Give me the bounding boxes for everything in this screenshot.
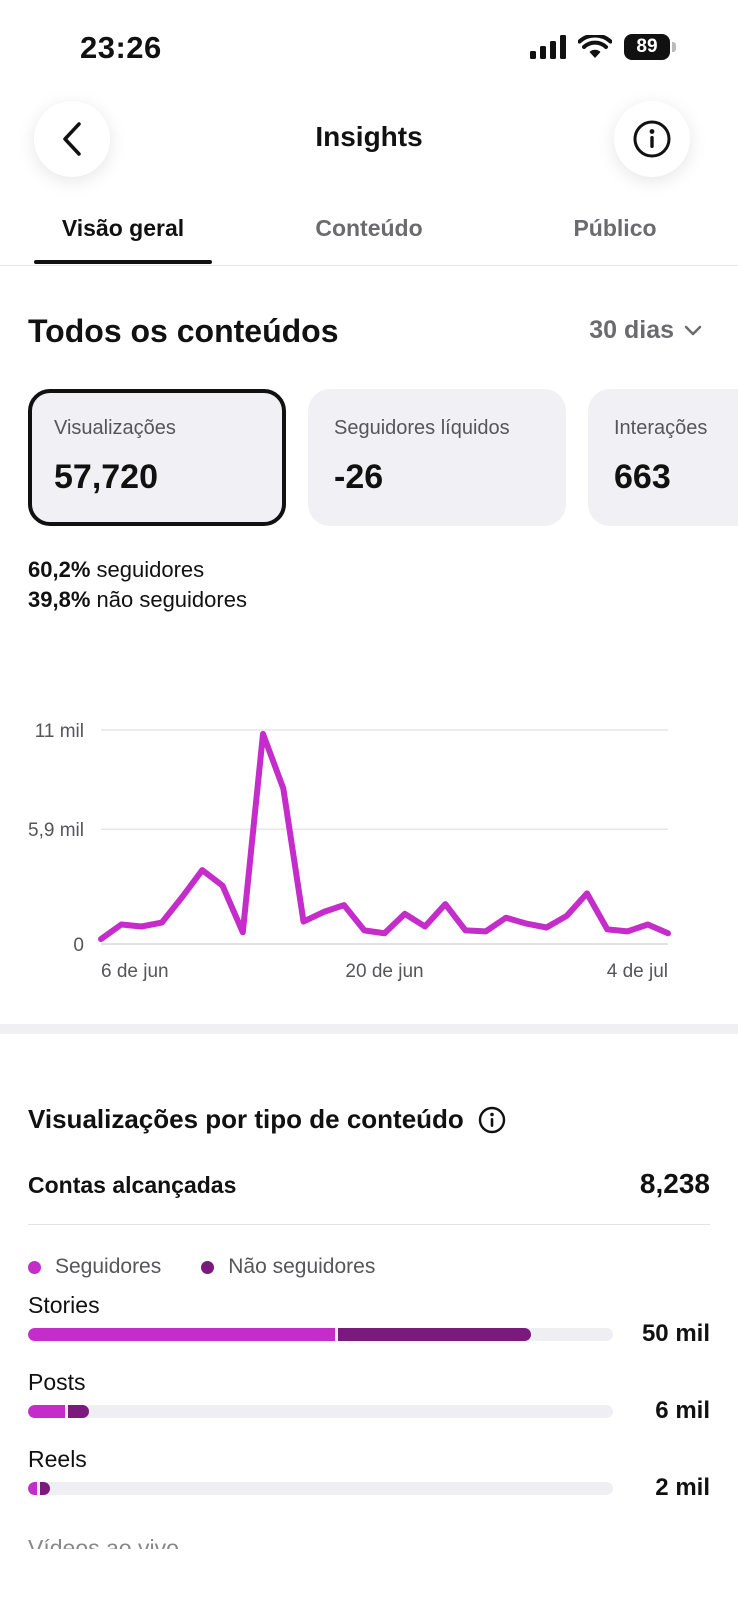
metric-card-interactions[interactable]: Interações 663 — [588, 389, 738, 526]
bar-followers — [28, 1328, 336, 1341]
metric-label: Interações — [614, 417, 708, 439]
views-by-type-heading: Visualizações por tipo de conteúdo — [28, 1104, 464, 1134]
tab-overview[interactable]: Visão geral — [61, 215, 185, 241]
views-by-type-title: Visualizações por tipo de conteúdo — [28, 1104, 506, 1135]
info-button[interactable] — [614, 101, 690, 177]
bar-track — [28, 1482, 613, 1495]
date-range-label: 30 dias — [589, 316, 674, 344]
status-bar: 23:26 89 — [0, 0, 738, 100]
battery-level: 89 — [624, 34, 670, 60]
page-title: Insights — [315, 121, 423, 152]
content-type-row-reels: Reels 2 mil — [28, 1446, 710, 1516]
info-icon[interactable] — [478, 1106, 506, 1134]
cellular-signal-icon — [530, 35, 566, 59]
tab-audience[interactable]: Público — [573, 215, 657, 241]
tab-content[interactable]: Conteúdo — [315, 215, 423, 241]
y-tick-label: 5,9 mil — [28, 820, 84, 841]
content-type-label-cut: Vídeos ao vivo — [28, 1535, 179, 1549]
content-type-value: 50 mil — [641, 1320, 710, 1347]
legend-dot — [28, 1260, 41, 1274]
metric-card-views[interactable]: Visualizações 57,720 — [28, 389, 286, 526]
legend: Seguidores Não seguidores — [28, 1255, 375, 1279]
accounts-reached-row: Contas alcançadas 8,238 — [28, 1168, 710, 1225]
metric-value: 663 — [614, 458, 671, 496]
metric-label: Seguidores líquidos — [334, 417, 510, 439]
legend-item-nonfollowers: Não seguidores — [201, 1255, 375, 1279]
active-tab-indicator — [34, 260, 212, 264]
status-icons: 89 — [530, 34, 676, 60]
content-type-label: Stories — [28, 1292, 100, 1318]
bar-track — [28, 1328, 613, 1341]
content-type-label: Reels — [28, 1446, 87, 1472]
content-type-row-stories: Stories 50 mil — [28, 1292, 710, 1362]
metric-card-net-followers[interactable]: Seguidores líquidos -26 — [308, 389, 566, 526]
bar-nonfollowers — [338, 1328, 532, 1341]
nonfollowers-percent: 39,8% — [28, 587, 91, 612]
tab-bar: Visão geral Conteúdo Público — [0, 205, 738, 266]
wifi-icon — [578, 35, 612, 58]
y-tick-label: 11 mil — [35, 721, 84, 742]
legend-label: Não seguidores — [228, 1255, 376, 1278]
legend-item-followers: Seguidores — [28, 1255, 161, 1279]
x-tick-label: 4 de jul — [607, 961, 668, 982]
bar-followers — [28, 1405, 65, 1418]
x-tick-label: 20 de jun — [345, 961, 423, 982]
battery-icon: 89 — [624, 34, 676, 60]
views-line-chart: 11 mil 5,9 mil 0 6 de jun 20 de jun 4 de jul — [28, 721, 671, 982]
bar-nonfollowers — [40, 1482, 51, 1495]
metric-value: 57,720 — [54, 458, 158, 496]
y-tick-label: 0 — [73, 935, 84, 956]
bar-followers — [28, 1482, 38, 1495]
accounts-reached-value: 8,238 — [639, 1168, 710, 1199]
audience-split: 60,2% seguidores 39,8% não seguidores — [28, 555, 247, 615]
nonfollowers-text: não seguidores — [96, 587, 247, 612]
legend-dot — [201, 1260, 215, 1274]
date-range-select[interactable]: 30 dias — [589, 316, 702, 345]
accounts-reached-label: Contas alcançadas — [28, 1172, 237, 1198]
info-icon — [633, 120, 671, 158]
section-divider — [0, 1024, 738, 1034]
bar-nonfollowers — [67, 1405, 90, 1418]
chevron-left-icon — [63, 122, 81, 156]
followers-text: seguidores — [96, 557, 205, 582]
bar-track — [28, 1405, 613, 1418]
content-type-label: Posts — [28, 1369, 86, 1395]
back-button[interactable] — [34, 101, 110, 177]
followers-percent: 60,2% — [28, 557, 91, 582]
content-type-row-posts: Posts 6 mil — [28, 1369, 710, 1439]
content-type-value: 2 mil — [655, 1474, 710, 1501]
chevron-down-icon — [684, 325, 702, 335]
legend-label: Seguidores — [55, 1255, 162, 1278]
content-type-value: 6 mil — [655, 1397, 710, 1424]
section-title: Todos os conteúdos — [28, 313, 339, 349]
metric-value: -26 — [334, 458, 384, 496]
views-series-line — [98, 730, 671, 943]
x-tick-label: 6 de jun — [101, 961, 169, 982]
metric-label: Visualizações — [54, 417, 176, 439]
status-time: 23:26 — [80, 30, 162, 65]
